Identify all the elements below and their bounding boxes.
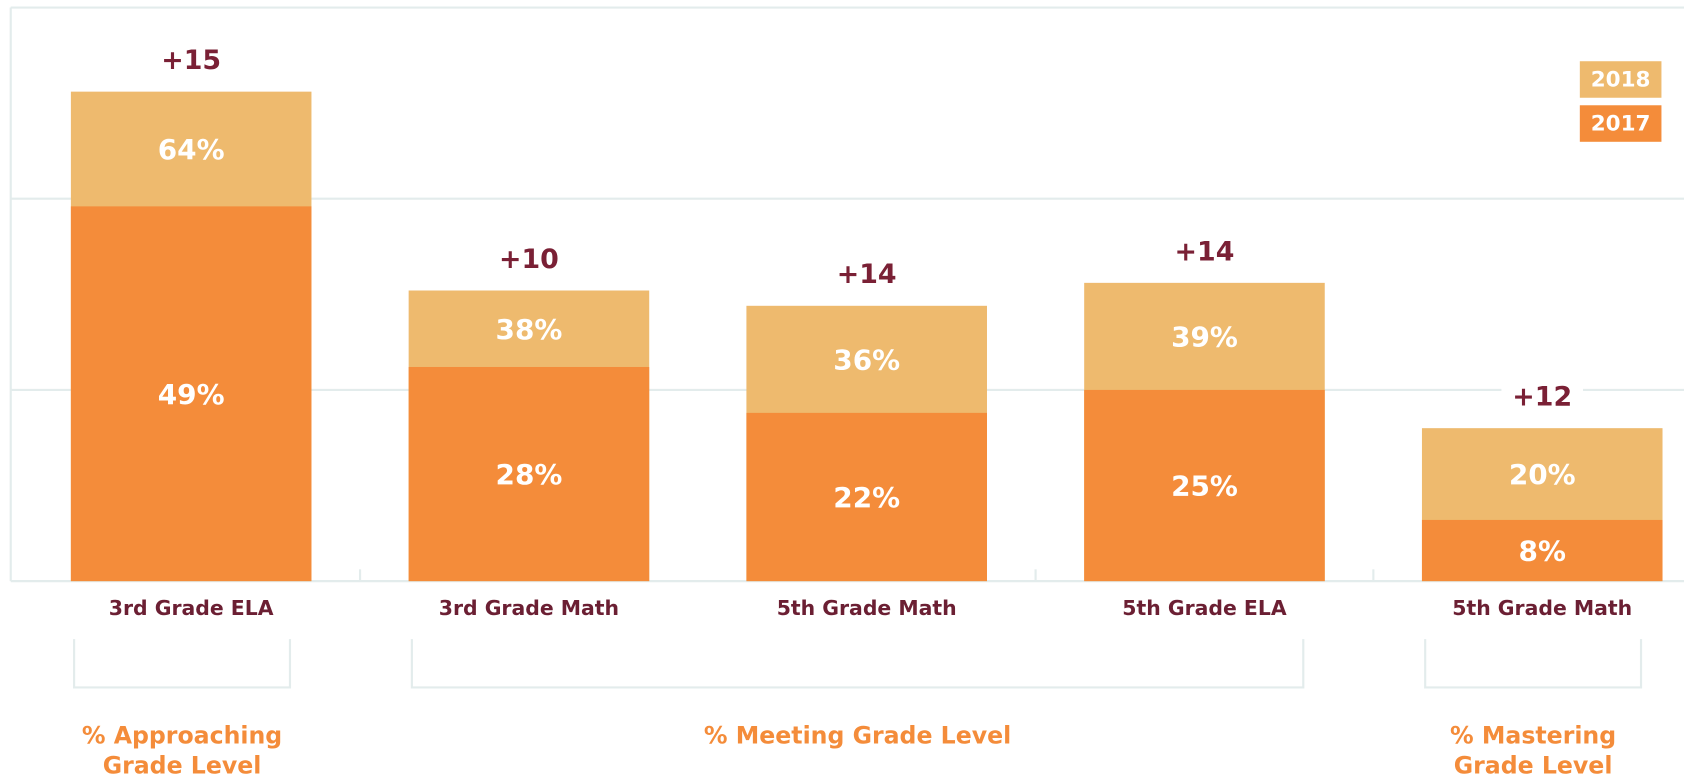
value-label: 28% xyxy=(496,458,563,491)
annotation-bg xyxy=(1163,233,1246,273)
group-bracket xyxy=(410,639,1305,689)
annotation: +14 xyxy=(1175,236,1235,267)
annotation: +12 xyxy=(1512,382,1572,413)
annotation-bg xyxy=(1501,378,1584,418)
x-tick-label: 3rd Grade ELA xyxy=(109,596,274,620)
legend-label: 2018 xyxy=(1591,68,1651,93)
annotation-bg xyxy=(150,42,232,81)
value-label: 36% xyxy=(833,343,900,376)
x-tick-label: 5th Grade Math xyxy=(777,596,957,620)
x-tick-label: 3rd Grade Math xyxy=(439,596,619,620)
x-tick-label: 5th Grade Math xyxy=(1452,596,1632,620)
annotation: +14 xyxy=(837,259,897,290)
annotation-bg xyxy=(488,241,570,280)
legend-swatch xyxy=(1579,105,1662,142)
group-label: Grade Level xyxy=(1454,751,1613,779)
x-tick-label: 5th Grade ELA xyxy=(1122,596,1287,620)
bar xyxy=(1084,389,1325,582)
group-label: Grade Level xyxy=(103,751,262,779)
annotation: +15 xyxy=(161,45,221,76)
value-label: 20% xyxy=(1509,458,1576,491)
group-bracket xyxy=(1424,639,1643,689)
annotation-bg xyxy=(825,256,908,296)
value-label: 39% xyxy=(1171,321,1238,354)
annotation: +10 xyxy=(499,244,559,275)
group-label: % Mastering xyxy=(1450,721,1616,749)
legend-label: 2017 xyxy=(1591,112,1651,137)
legend-swatch xyxy=(1579,61,1662,98)
bar xyxy=(70,206,312,582)
bar xyxy=(408,366,650,582)
group-bracket xyxy=(73,639,292,689)
value-label: 22% xyxy=(833,481,900,514)
bar xyxy=(746,412,987,582)
value-label: 25% xyxy=(1171,470,1238,503)
group-label: % Approaching xyxy=(82,721,282,749)
value-label: 38% xyxy=(496,313,563,346)
value-label: 49% xyxy=(158,378,225,411)
group-label: % Meeting Grade Level xyxy=(704,721,1011,749)
bar xyxy=(1421,519,1663,582)
value-label: 8% xyxy=(1519,535,1566,568)
value-label: 64% xyxy=(158,133,225,166)
